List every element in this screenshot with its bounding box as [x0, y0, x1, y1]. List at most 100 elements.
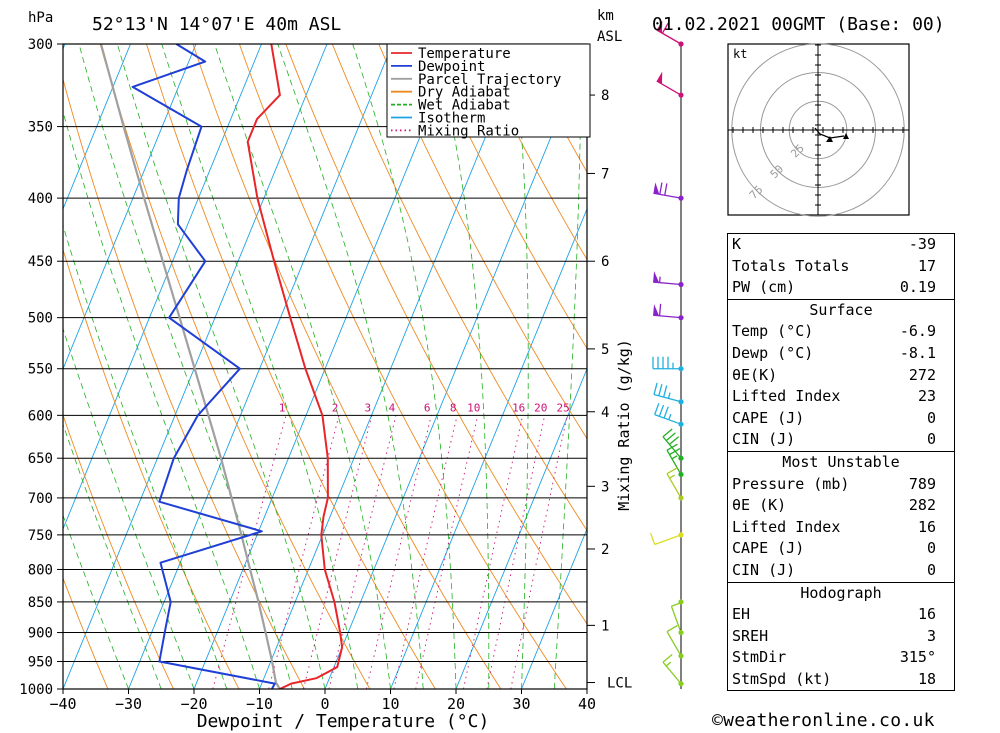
mixing-ratio-label: 16 — [512, 401, 525, 414]
surface-row: CIN (J) 0 — [728, 429, 954, 451]
mixing-ratio-label: 10 — [467, 401, 480, 414]
surface-value: 23 — [917, 387, 936, 406]
mixing-ratio-line — [365, 415, 432, 689]
wind-barb-feather — [649, 532, 656, 545]
hodograph-stat-value: 16 — [917, 605, 936, 624]
temperature-tick-label: 20 — [447, 695, 465, 713]
isotherm-line — [128, 44, 393, 689]
legend-label: Wet Adiabat — [418, 98, 511, 114]
lcl-label: LCL — [607, 676, 632, 692]
wind-barb-feather — [658, 404, 665, 417]
dry-adiabat-line — [331, 44, 587, 532]
most-unstable-value: 0 — [926, 560, 936, 579]
wet-adiabat-line — [117, 44, 326, 689]
surface-value: -8.1 — [899, 343, 936, 362]
isotherm-line — [259, 44, 524, 689]
wind-barb-staff — [656, 80, 682, 96]
wind-barb-feather — [663, 406, 669, 419]
wind-barb-feather — [671, 601, 683, 607]
wet-adiabat-line — [161, 44, 359, 689]
hodograph-storm-marker — [843, 133, 849, 139]
wind-barb-feather — [668, 413, 672, 420]
wind-barb — [670, 601, 684, 636]
surface-label: Dewp (°C) — [732, 343, 814, 362]
most-unstable-row: CIN (J) 0 — [728, 560, 954, 582]
wind-barb-feather — [658, 384, 663, 396]
mixing-ratio-label: 8 — [450, 401, 457, 414]
wind-barb-staff — [666, 449, 682, 475]
wind-barb-feather — [666, 443, 678, 451]
legend-label: Dewpoint — [418, 59, 485, 75]
legend-label: Mixing Ratio — [418, 123, 519, 139]
most-unstable-row: Lifted Index 16 — [728, 517, 954, 539]
index-label: K — [732, 235, 742, 253]
asl-unit-label: ASL — [597, 29, 622, 45]
wind-barb — [653, 303, 684, 321]
hodograph-stat-row: EH 16 — [728, 604, 954, 626]
surface-label: θE(K) — [732, 365, 778, 384]
dry-adiabat-line — [471, 44, 587, 261]
most-unstable-section: Most Unstable Pressure (mb) 789 θE (K) 282 L… — [728, 450, 954, 582]
index-row: PW (cm) 0.19 — [728, 277, 954, 299]
pressure-unit-label: hPa — [28, 10, 53, 26]
wind-barb — [666, 625, 684, 659]
hodograph-stat-row: SREH 3 — [728, 626, 954, 648]
pressure-tick-label: 1000 — [19, 682, 53, 698]
mixing-ratio-line — [393, 415, 458, 689]
wind-barb — [656, 71, 684, 98]
height-tick-label: 5 — [601, 342, 609, 358]
most-unstable-value: 16 — [917, 517, 936, 536]
chart-header-location: 52°13'N 14°07'E 40m ASL — [92, 14, 341, 35]
x-axis-title: Dewpoint / Temperature (°C) — [197, 711, 490, 732]
surface-row: Dewp (°C) -8.1 — [728, 343, 954, 365]
mixing-ratio-label: 2 — [332, 401, 339, 414]
wind-barb-pennant — [653, 271, 660, 283]
dry-adiabat-line — [99, 44, 371, 689]
surface-value: -6.9 — [899, 322, 936, 341]
wind-barb-feather — [654, 403, 660, 415]
wind-barb — [662, 653, 684, 687]
most-unstable-row: CAPE (J) 0 — [728, 538, 954, 560]
mixing-ratio-line — [303, 415, 373, 689]
wet-adiabat-line — [434, 44, 490, 689]
credit-link[interactable]: ©weatheronline.co.uk — [712, 710, 935, 731]
wind-barb-staff — [653, 192, 682, 199]
index-value: -39 — [908, 235, 936, 253]
surface-value: 0 — [926, 430, 936, 449]
height-tick-label: 1 — [601, 618, 609, 634]
surface-value: 0 — [926, 408, 936, 427]
wind-barb — [656, 20, 684, 47]
dry-adiabat-line — [285, 44, 587, 625]
isotherm-line — [63, 44, 197, 371]
pressure-tick-label: 900 — [28, 626, 53, 642]
legend-label: Isotherm — [418, 111, 485, 127]
pressure-tick-label: 400 — [28, 191, 53, 207]
temperature-line — [246, 44, 344, 689]
wind-barb-staff — [656, 29, 682, 45]
chart-header-datetime: 01.02.2021 00GMT (Base: 00) — [652, 14, 945, 35]
mixing-ratio-label: 20 — [534, 401, 547, 414]
wind-barb-staff — [653, 314, 682, 319]
pressure-tick-label: 750 — [28, 528, 53, 544]
km-unit-label: km — [597, 8, 614, 24]
wind-barb-feather — [667, 392, 671, 399]
wind-barb-dot — [678, 629, 684, 636]
wind-barb-staff — [653, 393, 682, 403]
legend-label: Dry Adiabat — [418, 85, 511, 101]
wind-barb — [654, 403, 684, 427]
index-row: Totals Totals 17 — [728, 256, 954, 278]
wind-barb-staff — [654, 414, 682, 425]
wind-barb-feather — [664, 183, 668, 196]
wind-barb-pennant — [656, 71, 663, 85]
isotherm-line — [193, 44, 459, 689]
isotherm-line — [455, 367, 587, 689]
pressure-tick-label: 550 — [28, 362, 53, 378]
wind-barb-pennant — [656, 20, 663, 33]
isotherm-line — [63, 44, 262, 531]
dry-adiabat-line — [146, 44, 436, 689]
height-tick-label: 2 — [601, 542, 609, 558]
most-unstable-label: θE (K) — [732, 496, 787, 515]
indices-panel: K -39 Totals Totals 17 PW (cm) 0.19 Surface T… — [727, 233, 955, 691]
wind-barb-feather — [665, 432, 676, 442]
parcel-trajectory-line — [99, 44, 281, 689]
